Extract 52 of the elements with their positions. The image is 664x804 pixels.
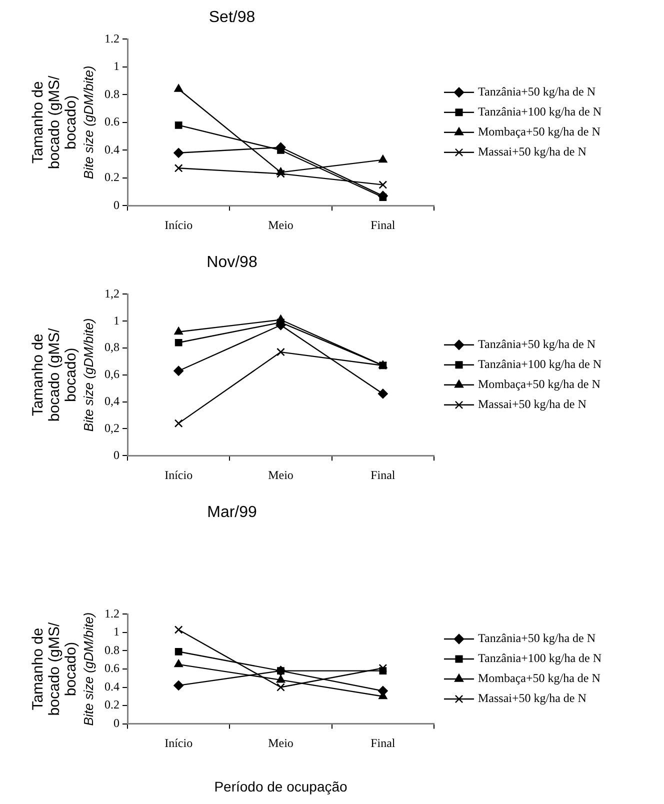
y-tick-label: 0.8 [104, 642, 120, 657]
y-tick-label: 1 [114, 59, 120, 74]
legend-label: Tanzânia+100 kg/ha de N [478, 357, 602, 372]
x-tick-label: Meio [268, 468, 294, 482]
x-axis-title: Período de ocupação [214, 778, 348, 794]
y-axis-title: Tamanho de bocado (gMS/ bocado) [29, 621, 80, 716]
y-tick-label: 1,2 [104, 286, 120, 300]
y-tick-label: 0.6 [104, 661, 120, 676]
chart-title: Set/98 [208, 9, 256, 26]
legend-label: Tanzânia+50 kg/ha de N [478, 631, 596, 646]
x-tick-label: Final [370, 218, 396, 232]
legend-label: Massai+50 kg/ha de N [478, 397, 587, 412]
y-tick-label: 1.2 [104, 31, 120, 46]
chart-title: Mar/99 [207, 504, 257, 522]
x-tick-label: Meio [268, 218, 294, 232]
legend-label: Tanzânia+50 kg/ha de N [478, 337, 596, 352]
x-tick-label: Início [164, 218, 193, 232]
legend-label: Massai+50 kg/ha de N [478, 691, 587, 706]
legend-label: Mombaça+50 kg/ha de N [478, 124, 601, 139]
chart-title: Nov/98 [206, 254, 258, 272]
text: Bite size (gDM/bite) [81, 318, 96, 432]
y-tick-label: 0.4 [104, 679, 120, 694]
text: Bite size (gDM/bite) [81, 612, 96, 726]
legend-label: Mombaça+50 kg/ha de N [478, 377, 601, 392]
y-axis-title: Tamanho de bocado (gMS/ bocado) [29, 327, 80, 422]
y-tick-label: 0.8 [104, 86, 120, 101]
legend-label: Tanzânia+50 kg/ha de N [478, 84, 596, 99]
legend-label: Tanzânia+100 kg/ha de N [478, 651, 602, 666]
legend-label: Tanzânia+100 kg/ha de N [478, 104, 602, 119]
y-tick-label: 0.2 [104, 170, 120, 184]
y-axis-title: Tamanho de bocado (gMS/ bocado) [29, 74, 80, 170]
y-tick-label: 0,2 [104, 420, 120, 435]
y-tick-label: 0,4 [104, 394, 120, 408]
y-tick-label: 0,6 [104, 367, 120, 382]
y-tick-label: 0,8 [104, 340, 120, 354]
x-tick-label: Início [164, 468, 193, 482]
legend-label: Massai+50 kg/ha de N [478, 144, 587, 159]
y-tick-label: 0 [114, 716, 120, 730]
legend-label: Mombaça+50 kg/ha de N [478, 671, 601, 686]
y-tick-label: 0.4 [104, 142, 120, 156]
x-tick-label: Meio [268, 736, 294, 750]
y-tick-label: 0.6 [104, 114, 120, 129]
y-tick-label: 0 [114, 448, 120, 462]
y-tick-label: 0 [114, 198, 120, 212]
x-tick-label: Final [370, 736, 396, 750]
x-tick-label: Início [164, 736, 193, 750]
text: Bite size (gDM/bite) [81, 66, 96, 180]
x-tick-label: Final [370, 468, 396, 482]
y-tick-label: 1 [114, 624, 120, 639]
y-tick-label: 0.2 [104, 698, 120, 712]
y-tick-label: 1.2 [104, 606, 120, 620]
y-tick-label: 1 [114, 313, 120, 328]
